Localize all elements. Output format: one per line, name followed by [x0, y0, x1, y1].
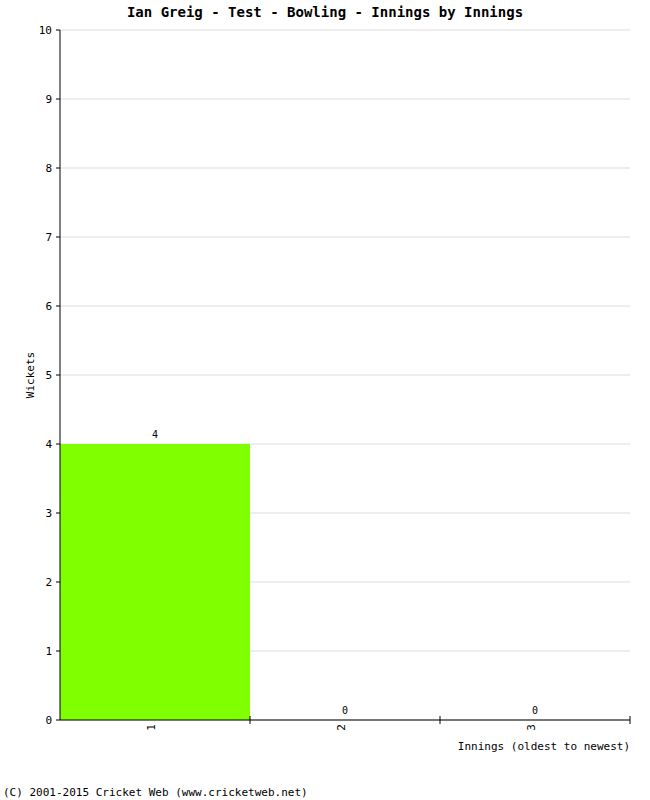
chart-svg: 0 1 2 3 4 5 6 7 8 9 10 4 0 0 1 2 3 Ian Greig - Test - Bow… — [0, 0, 650, 800]
y-tick-label: 2 — [45, 576, 52, 589]
y-tick — [56, 375, 60, 376]
grid-line — [60, 168, 630, 169]
x-tick-label: 3 — [525, 724, 538, 731]
y-tick-label: 1 — [45, 645, 52, 658]
grid-line — [60, 30, 630, 31]
y-tick — [56, 168, 60, 169]
grid-line — [60, 720, 630, 721]
x-tick — [630, 716, 631, 724]
y-tick-label: 7 — [45, 231, 52, 244]
y-tick-label: 3 — [45, 507, 52, 520]
data-label: 0 — [532, 705, 538, 716]
grid-line — [60, 306, 630, 307]
y-tick — [56, 237, 60, 238]
y-axis-label: Wickets — [24, 352, 37, 398]
x-tick-label: 2 — [335, 724, 348, 731]
y-tick — [56, 513, 60, 514]
y-tick — [56, 30, 60, 31]
y-tick-label: 9 — [45, 93, 52, 106]
chart-container: 0 1 2 3 4 5 6 7 8 9 10 4 0 0 1 2 3 Ian Greig - Test - Bow… — [0, 0, 650, 800]
y-axis — [60, 30, 61, 720]
grid-line — [60, 99, 630, 100]
y-tick — [56, 306, 60, 307]
y-tick-label: 10 — [39, 24, 52, 37]
grid-line — [60, 375, 630, 376]
x-axis-label: Innings (oldest to newest) — [458, 740, 630, 753]
x-axis — [60, 720, 630, 721]
y-tick — [56, 720, 60, 721]
x-tick-label: 1 — [145, 724, 158, 731]
y-tick — [56, 651, 60, 652]
data-label: 4 — [152, 429, 158, 440]
y-tick-label: 5 — [45, 369, 52, 382]
copyright: (C) 2001-2015 Cricket Web (www.cricketwe… — [3, 786, 308, 799]
x-tick — [440, 716, 441, 724]
grid-line — [60, 237, 630, 238]
x-tick — [250, 716, 251, 724]
bars — [60, 444, 250, 720]
y-tick-label: 0 — [45, 714, 52, 727]
title: Ian Greig - Test - Bowling - Innings by … — [127, 4, 523, 20]
y-tick — [56, 99, 60, 100]
data-label: 0 — [342, 705, 348, 716]
bar — [60, 444, 250, 720]
y-tick-label: 8 — [45, 162, 52, 175]
y-tick-label: 6 — [45, 300, 52, 313]
y-tick — [56, 444, 60, 445]
y-tick — [56, 582, 60, 583]
background — [0, 0, 650, 800]
y-tick-label: 4 — [45, 438, 52, 451]
